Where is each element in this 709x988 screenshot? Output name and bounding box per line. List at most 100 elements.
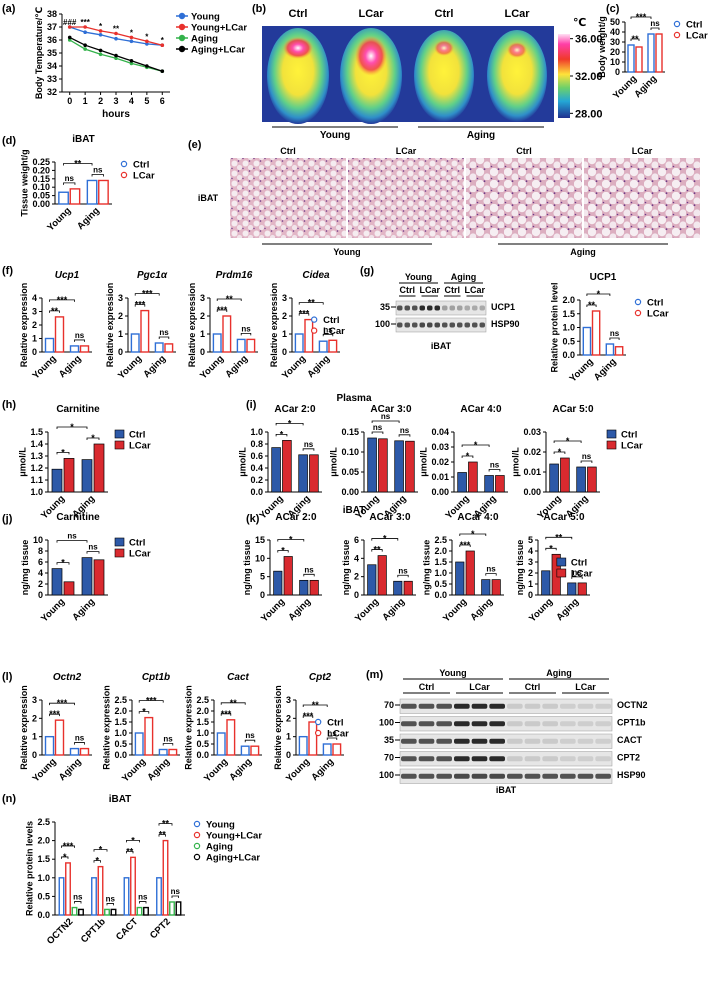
blot-band: [472, 305, 478, 311]
blot-band: [419, 305, 425, 311]
y-tick-label: 0: [282, 347, 287, 357]
bar: [367, 564, 377, 596]
significance-label: ***: [221, 709, 232, 719]
blot-band: [418, 738, 435, 744]
y-tick-label: 34: [47, 61, 57, 71]
bar: [136, 906, 143, 916]
bar: [69, 747, 80, 756]
legend-swatch: [114, 440, 125, 450]
blot-band: [401, 721, 417, 727]
y-tick-label: 5: [528, 535, 533, 545]
x-tick-label: Aging: [468, 596, 495, 623]
blot-band: [489, 756, 505, 762]
y-tick-label: 10: [255, 553, 265, 563]
significance-label: ns: [398, 566, 408, 575]
blot-band: [471, 773, 488, 779]
significance-bracket: [91, 174, 104, 177]
chart-title: Pgc1α: [137, 270, 168, 281]
hot-spot: [283, 37, 313, 59]
x-tick-label: Young: [30, 756, 58, 784]
tissue-label: iBAT: [496, 785, 517, 795]
blot-band: [454, 703, 470, 709]
bar: [44, 337, 55, 353]
bar: [79, 345, 90, 353]
significance-label: ***: [63, 841, 74, 851]
bar: [63, 458, 75, 493]
y-tick-label: 0.03: [523, 427, 541, 437]
y-tick-label: 2: [118, 311, 123, 321]
y-tick-label: 2.5: [196, 695, 209, 705]
y-tick-label: 0.0: [37, 910, 50, 920]
bar: [457, 472, 467, 493]
marker-label: 35: [380, 302, 390, 312]
significance-label: ns: [163, 735, 173, 744]
group-label: Young: [439, 668, 466, 678]
y-tick-label: 2.0: [434, 546, 447, 556]
y-tick-label: 0.0: [114, 750, 127, 760]
bar: [393, 580, 403, 596]
x-tick-label: 5: [144, 96, 149, 106]
y-tick-label: 32: [47, 87, 57, 97]
significance-label: *: [131, 835, 135, 845]
significance-label: *: [474, 440, 478, 450]
y-axis-label: μmol/L: [237, 447, 247, 477]
y-axis-label: ng/mg tissue: [341, 540, 351, 596]
chart-title: ACar 5:0: [552, 404, 594, 415]
data-point: [114, 36, 118, 41]
significance-bracket: [134, 293, 160, 296]
x-tick-label: Young: [120, 756, 148, 784]
legend-label: LCar: [129, 441, 151, 452]
legend-marker: [314, 729, 322, 737]
significance-bracket: [302, 715, 314, 718]
data-point: [67, 25, 72, 29]
blot-band: [577, 721, 594, 727]
bar: [51, 568, 63, 596]
x-tick-label: Young: [611, 73, 639, 101]
blot-strip: [395, 300, 487, 316]
y-axis-label: Relative expression: [187, 283, 197, 368]
bar: [78, 908, 84, 916]
blot-band: [454, 773, 470, 779]
x-tick-label: Young: [39, 596, 67, 624]
y-tick-label: 1.0: [196, 728, 209, 738]
significance-label: ***: [135, 300, 146, 310]
x-tick-label: Young: [353, 596, 381, 624]
x-tick-label: 4: [129, 96, 134, 106]
data-point: [83, 47, 87, 51]
y-tick-label: 10: [33, 535, 43, 545]
significance-label: ns: [610, 329, 620, 338]
y-tick-label: 20: [610, 47, 620, 57]
y-tick-label: 2: [38, 579, 43, 589]
y-tick-label: 0.00: [341, 487, 359, 497]
y-axis-label: Relative protein level: [549, 282, 559, 372]
y-axis-label: Relative expression: [19, 685, 29, 770]
significance-bracket: [56, 540, 88, 543]
y-tick-label: 37: [47, 22, 57, 32]
bar: [560, 457, 570, 493]
y-tick-label: 0.02: [523, 447, 541, 457]
blot-band: [401, 756, 417, 762]
x-tick-label: 6: [160, 96, 165, 106]
bar: [162, 839, 169, 916]
y-tick-label: 40: [610, 27, 620, 37]
panel-label: (m): [366, 669, 383, 681]
x-axis-label: hours: [102, 109, 130, 120]
y-axis-label: μmol/L: [17, 447, 27, 477]
mouse: [487, 30, 547, 122]
y-tick-label: 2: [200, 311, 205, 321]
significance-bracket: [485, 573, 497, 576]
significance-bracket: [138, 700, 164, 703]
legend-marker: [673, 20, 681, 28]
x-tick-label: Young: [567, 356, 595, 384]
y-axis-label: ng/mg tissue: [515, 540, 525, 596]
marker-label: 100: [379, 718, 394, 728]
y-tick-label: 2.0: [37, 836, 50, 846]
bar: [158, 748, 168, 756]
significance-label: ns: [67, 532, 77, 541]
x-tick-label: Aging: [305, 353, 332, 380]
bar: [304, 318, 314, 353]
blot-band: [397, 305, 403, 311]
legend-swatch: [556, 557, 567, 567]
significance-label: *: [289, 535, 293, 545]
y-tick-label: 0.0: [562, 350, 575, 360]
